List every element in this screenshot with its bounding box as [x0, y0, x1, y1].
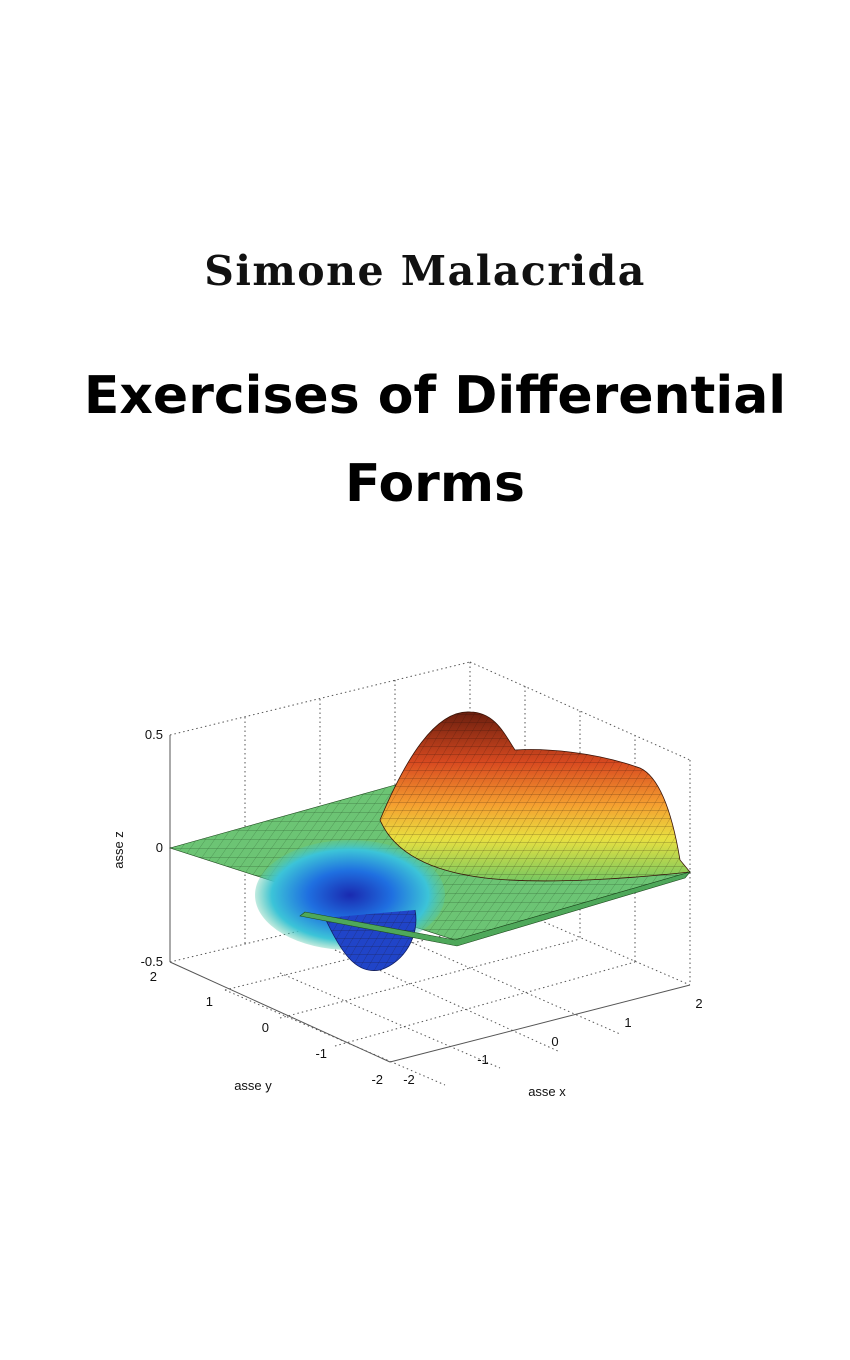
surface-plot-svg: 0.5 0 -0.5 asse z 2 1 0 -1 -2 asse y -2 … — [111, 661, 703, 1099]
x-tick: 2 — [695, 996, 702, 1011]
z-tick: 0 — [156, 840, 163, 855]
x-tick: 0 — [551, 1034, 558, 1049]
x-tick: -2 — [403, 1072, 415, 1087]
author-name: Simone Malacrida — [204, 247, 646, 295]
y-tick: 1 — [206, 994, 213, 1009]
y-axis-label: asse y — [234, 1078, 272, 1093]
book-title: Exercises of Differential Forms — [83, 366, 787, 514]
z-axis-label: asse z — [111, 831, 126, 869]
x-tick: 1 — [624, 1015, 631, 1030]
x-axis-label: asse x — [528, 1084, 566, 1099]
y-tick: 0 — [262, 1020, 269, 1035]
y-tick: -2 — [371, 1072, 383, 1087]
surface — [168, 711, 692, 972]
y-tick: 2 — [150, 969, 157, 984]
y-tick: -1 — [315, 1046, 327, 1061]
z-tick: -0.5 — [141, 954, 163, 969]
z-tick: 0.5 — [145, 727, 163, 742]
surface-plot: 0.5 0 -0.5 asse z 2 1 0 -1 -2 asse y -2 … — [95, 650, 735, 1120]
x-tick: -1 — [477, 1052, 489, 1067]
